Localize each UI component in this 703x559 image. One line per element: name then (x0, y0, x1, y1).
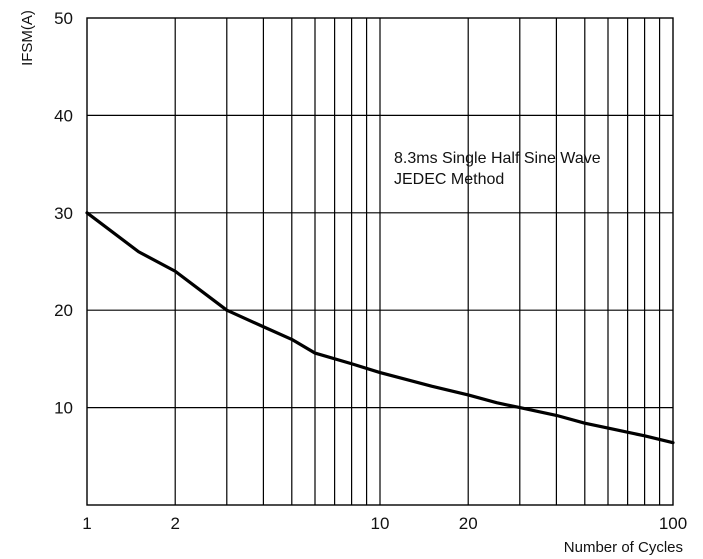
x-tick-label: 100 (659, 514, 687, 533)
annotation-line-2: JEDEC Method (394, 171, 504, 188)
series-line-0 (85, 211, 675, 445)
x-axis-title: Number of Cycles (564, 539, 683, 556)
y-tick-label: 30 (54, 204, 73, 223)
tick-layer: 1 2 10 20 100 10 20 30 40 50 (54, 9, 687, 533)
plot-frame (86, 17, 674, 506)
x-tick-label: 1 (82, 514, 91, 533)
y-tick-label: 20 (54, 301, 73, 320)
annotation-line-1: 8.3ms Single Half Sine Wave (394, 150, 601, 167)
y-tick-label: 10 (54, 399, 73, 418)
y-axis-title: IFSM(A) (19, 10, 36, 66)
x-tick-label: 2 (170, 514, 179, 533)
grid-layer (87, 18, 673, 505)
frame-layer (86, 17, 674, 506)
x-tick-label: 10 (371, 514, 390, 533)
x-tick-label: 20 (459, 514, 478, 533)
series-layer (85, 211, 675, 445)
y-tick-label: 50 (54, 9, 73, 28)
y-tick-label: 40 (54, 106, 73, 125)
